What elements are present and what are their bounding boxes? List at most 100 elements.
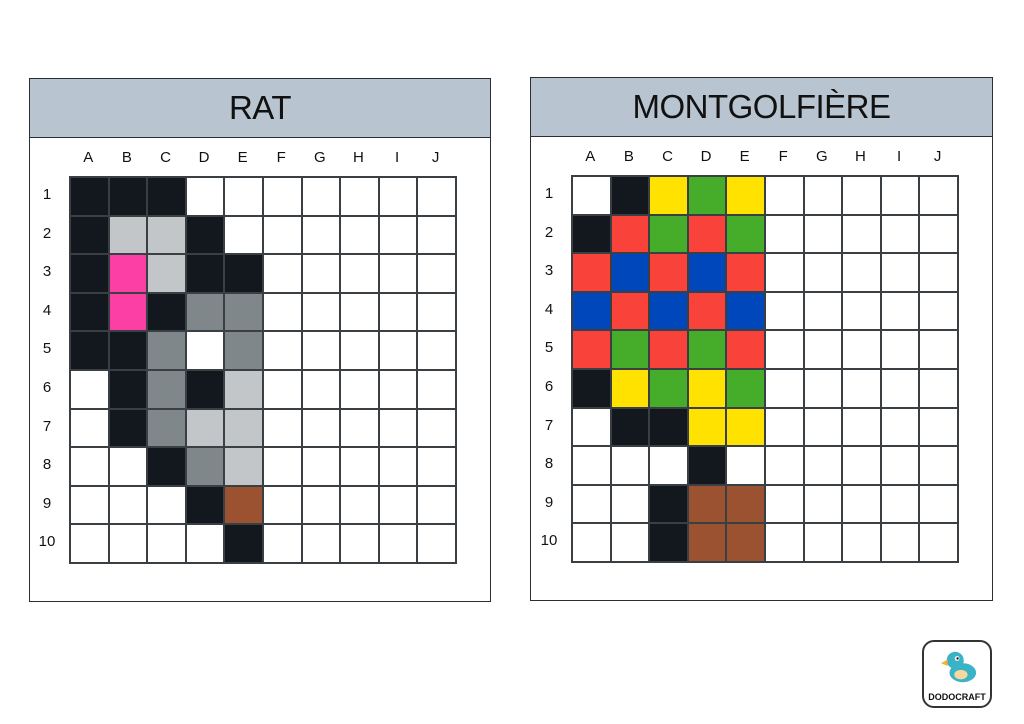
row-label: 9 — [544, 493, 554, 511]
grid-cell-J4 — [919, 291, 958, 331]
grid-cell-C10 — [649, 523, 688, 562]
grid-cell-F3 — [764, 253, 804, 292]
puzzle-panel-rat: RAT A B C D E F G H I J 1 2 3 4 5 6 7 8 9 10 — [29, 78, 491, 602]
grid-cell-F7 — [262, 408, 302, 448]
grid-cell-A9 — [70, 485, 109, 525]
row-label: 4 — [42, 301, 52, 319]
grid-cell-D8 — [687, 446, 727, 485]
column-label: F — [276, 149, 286, 166]
grid-cell-F10 — [764, 523, 804, 562]
grid-cell-B6 — [108, 369, 148, 409]
row-label: 6 — [544, 377, 554, 395]
grid-cell-E1 — [726, 176, 765, 215]
column-label: J — [431, 149, 440, 166]
grid-cell-A3 — [572, 253, 611, 292]
grid-cell-H6 — [340, 369, 379, 409]
grid-cell-I9 — [880, 484, 920, 524]
grid-cell-F8 — [262, 447, 302, 486]
grid-cell-G3 — [803, 253, 843, 292]
grid-cell-I1 — [378, 177, 418, 216]
grid-cell-C10 — [147, 524, 186, 563]
column-label: A — [585, 148, 596, 165]
grid-cell-E10 — [726, 523, 765, 562]
grid-cell-B4 — [108, 292, 148, 332]
grid-cell-I8 — [378, 447, 418, 486]
grid-cell-A7 — [572, 407, 611, 447]
grid-cell-G6 — [301, 369, 341, 409]
grid-cell-F1 — [262, 177, 302, 216]
grid-cell-F6 — [764, 368, 804, 408]
grid-cell-J10 — [919, 523, 958, 562]
grid-cell-B6 — [610, 368, 650, 408]
grid-cell-H2 — [340, 215, 379, 255]
grid-cell-H1 — [340, 177, 379, 216]
grid-cell-E9 — [726, 484, 765, 524]
puzzle-panel-montgolfiere: MONTGOLFIÈRE A B C D E F G H I J 1 2 3 4 5 6 7 8 9 10 — [530, 77, 993, 601]
grid-cell-C9 — [147, 485, 186, 525]
grid-cell-D5 — [185, 331, 225, 370]
grid-cell-J5 — [417, 331, 456, 370]
column-label: H — [353, 149, 364, 166]
grid-cell-I8 — [880, 446, 920, 485]
grid-cell-B3 — [108, 254, 148, 293]
grid-cell-E4 — [224, 292, 263, 332]
grid-cell-H10 — [340, 524, 379, 563]
grid-cell-C5 — [649, 330, 688, 369]
grid-cell-I2 — [880, 214, 920, 254]
grid-cell-B2 — [108, 215, 148, 255]
row-labels: 1 2 3 4 5 6 7 8 9 10 — [32, 176, 62, 562]
grid-cell-J4 — [417, 292, 456, 332]
grid-cell-G3 — [301, 254, 341, 293]
grid-cell-D6 — [185, 369, 225, 409]
grid-cell-C4 — [147, 292, 186, 332]
grid-cell-G9 — [803, 484, 843, 524]
grid-cell-D9 — [687, 484, 727, 524]
grid-cell-B9 — [610, 484, 650, 524]
grid-cell-H9 — [842, 484, 881, 524]
grid-cell-J9 — [919, 484, 958, 524]
grid-cell-B4 — [610, 291, 650, 331]
row-labels: 1 2 3 4 5 6 7 8 9 10 — [534, 175, 564, 561]
grid-cell-A5 — [70, 331, 109, 370]
grid-cell-D7 — [185, 408, 225, 448]
column-label: B — [623, 148, 634, 165]
column-label: H — [855, 148, 866, 165]
row-label: 8 — [42, 456, 52, 474]
grid-cell-I10 — [378, 524, 418, 563]
grid-cell-H7 — [340, 408, 379, 448]
column-label: G — [314, 149, 326, 166]
grid-cell-G5 — [803, 330, 843, 369]
grid-cell-E1 — [224, 177, 263, 216]
grid-cell-B1 — [610, 176, 650, 215]
grid-cell-A8 — [572, 446, 611, 485]
grid-cell-E7 — [224, 408, 263, 448]
grid-cell-I5 — [378, 331, 418, 370]
grid-cell-B5 — [610, 330, 650, 369]
grid-cell-C2 — [649, 214, 688, 254]
column-label: I — [394, 149, 400, 166]
logo-text: DODOCRAFT — [928, 692, 986, 702]
grid-cell-J1 — [417, 177, 456, 216]
grid-cell-G6 — [803, 368, 843, 408]
grid-cell-I7 — [880, 407, 920, 447]
grid-cell-H4 — [340, 292, 379, 332]
column-label: J — [933, 148, 942, 165]
column-labels: A B C D E F G H I J — [69, 149, 455, 166]
grid-cell-I7 — [378, 408, 418, 448]
grid-cell-E6 — [224, 369, 263, 409]
grid-cell-D8 — [185, 447, 225, 486]
grid-cell-I5 — [880, 330, 920, 369]
grid-cell-D1 — [185, 177, 225, 216]
grid-cell-J2 — [919, 214, 958, 254]
grid-cell-E4 — [726, 291, 765, 331]
grid-cell-H3 — [340, 254, 379, 293]
row-label: 10 — [540, 532, 558, 550]
grid-cell-B10 — [610, 523, 650, 562]
grid-cell-B7 — [108, 408, 148, 448]
grid-cell-H4 — [842, 291, 881, 331]
grid-cell-H10 — [842, 523, 881, 562]
grid-cell-C1 — [147, 177, 186, 216]
grid-cell-D9 — [185, 485, 225, 525]
grid-cell-I3 — [378, 254, 418, 293]
grid-cell-A8 — [70, 447, 109, 486]
